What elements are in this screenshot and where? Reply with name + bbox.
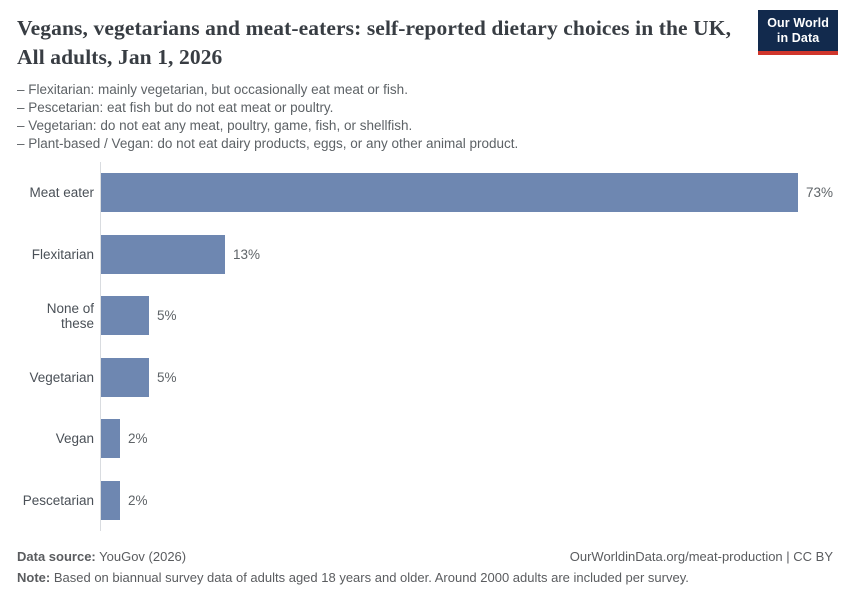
chart-footer: Data source: YouGov (2026) OurWorldinDat…	[17, 548, 833, 586]
subtitle-line-vegetarian: – Vegetarian: do not eat any meat, poult…	[17, 118, 413, 134]
chart-header: Vegans, vegetarians and meat-eaters: sel…	[17, 14, 833, 153]
value-label: 5%	[157, 308, 177, 324]
bar-track: 2%	[100, 469, 833, 531]
bar-row: Flexitarian 13%	[17, 223, 833, 285]
bar-row: Vegan 2%	[17, 408, 833, 470]
category-label: Pescetarian	[22, 492, 94, 508]
category-label: Vegetarian	[29, 369, 94, 385]
category-label: Meat eater	[29, 185, 94, 201]
bar-track: 5%	[100, 346, 833, 408]
chart-title: Vegans, vegetarians and meat-eaters: sel…	[17, 16, 732, 70]
subtitle-line-flexitarian: – Flexitarian: mainly vegetarian, but oc…	[17, 82, 408, 98]
owid-logo[interactable]: Our World in Data	[758, 10, 838, 55]
bar-chart: Meat eater 73% Flexitarian 13% None of t…	[17, 162, 833, 531]
note-value: Based on biannual survey data of adults …	[53, 570, 689, 585]
value-label: 2%	[128, 492, 148, 508]
bar-row: None of these 5%	[17, 285, 833, 347]
note-label: Note:	[17, 570, 51, 585]
bar-track: 73%	[100, 162, 833, 224]
category-label: Vegan	[55, 431, 94, 447]
category-label: Flexitarian	[31, 246, 94, 262]
chart-subtitle: – Flexitarian: mainly vegetarian, but oc…	[17, 81, 833, 153]
value-label: 73%	[806, 185, 834, 201]
bar[interactable]	[101, 296, 149, 336]
logo-text-line1: Our World	[767, 16, 829, 30]
bar-row: Meat eater 73%	[17, 162, 833, 224]
bar[interactable]	[101, 234, 225, 274]
bar[interactable]	[101, 419, 120, 459]
bar[interactable]	[101, 357, 149, 397]
bar[interactable]	[101, 480, 120, 520]
bar[interactable]	[101, 173, 798, 213]
data-source-label: Data source:	[17, 549, 96, 564]
subtitle-line-vegan: – Plant-based / Vegan: do not eat dairy …	[17, 136, 519, 152]
value-label: 13%	[233, 246, 261, 262]
data-source: Data source: YouGov (2026)	[17, 548, 186, 565]
footer-note: Note: Based on biannual survey data of a…	[17, 569, 833, 586]
data-source-value: YouGov (2026)	[99, 549, 187, 564]
value-label: 2%	[128, 431, 148, 447]
bar-row: Vegetarian 5%	[17, 346, 833, 408]
bar-track: 2%	[100, 408, 833, 470]
bar-row: Pescetarian 2%	[17, 469, 833, 531]
value-label: 5%	[157, 369, 177, 385]
logo-text-line2: in Data	[776, 31, 820, 45]
bar-track: 13%	[100, 223, 833, 285]
subtitle-line-pescetarian: – Pescetarian: eat fish but do not eat m…	[17, 100, 334, 116]
bar-track: 5%	[100, 285, 833, 347]
attribution-link[interactable]: OurWorldinData.org/meat-production | CC …	[569, 549, 833, 564]
category-label: None of these	[46, 300, 94, 331]
footer-source-row: Data source: YouGov (2026) OurWorldinDat…	[17, 548, 833, 565]
